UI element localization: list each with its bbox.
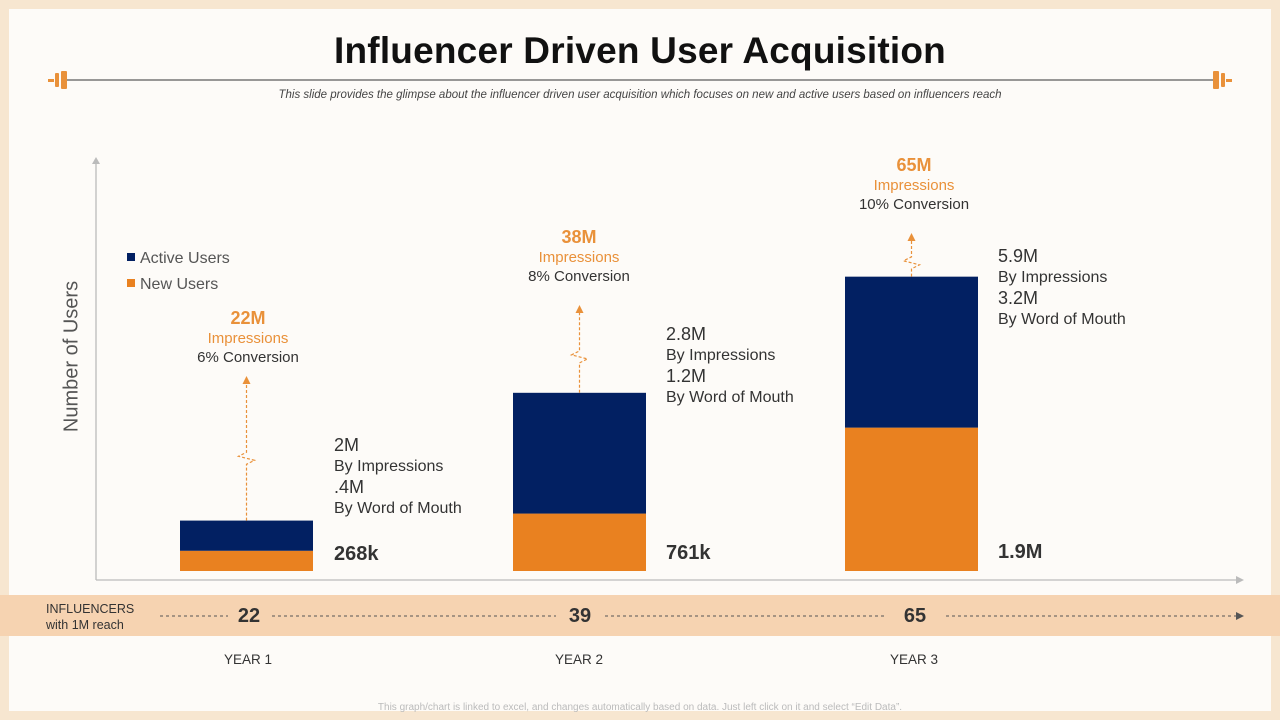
breakdown-year2: 2.8M By Impressions 1.2M By Word of Mout…: [666, 324, 794, 408]
callout-year3: 65M Impressions 10% Conversion: [824, 154, 1004, 214]
callout-conversion: 10% Conversion: [858, 196, 970, 213]
wom-label: By Word of Mouth: [666, 389, 794, 406]
title-divider: [48, 71, 1232, 89]
impressions-label: By Impressions: [666, 347, 776, 364]
new-users-value-year1: 268k: [334, 543, 379, 565]
new-users-value-year2: 761k: [666, 542, 711, 564]
bar-active-users-3: [845, 276, 978, 428]
callout-impressions: Impressions: [538, 249, 620, 266]
growth-arrow-head-2: [575, 305, 584, 313]
breakdown-year3: 5.9M By Impressions 3.2M By Word of Mout…: [998, 246, 1126, 330]
growth-arrow-3: [901, 241, 922, 277]
wom-label: By Word of Mouth: [998, 311, 1126, 328]
bar-active-users-2: [513, 392, 646, 514]
x-tick-label-year3: YEAR 3: [889, 652, 939, 667]
bar-active-users-1: [180, 520, 313, 551]
impressions-value: 2M: [334, 435, 360, 455]
influencers-value-year2: 39: [568, 605, 592, 627]
growth-arrow-1: [236, 384, 257, 521]
influencers-value-year3: 65: [903, 605, 927, 627]
legend-label-active: Active Users: [140, 250, 230, 267]
bar-new-users-1: [180, 550, 313, 571]
bar-new-users-3: [845, 427, 978, 571]
impressions-label: By Impressions: [998, 269, 1108, 286]
wom-value: .4M: [334, 477, 365, 497]
influencers-label: INFLUENCERS with 1M reach: [46, 601, 134, 633]
callout-total: 65M: [896, 155, 932, 175]
influencers-label-line1: INFLUENCERS: [46, 602, 135, 616]
growth-arrow-2: [569, 313, 590, 393]
legend-swatch-new: [127, 278, 135, 287]
callout-impressions: Impressions: [873, 177, 955, 194]
impressions-value: 5.9M: [998, 246, 1039, 266]
legend-active-users: Active Users: [127, 250, 230, 268]
legend-swatch-active: [127, 252, 135, 261]
page-title: Influencer Driven User Acquisition: [334, 30, 946, 71]
callout-impressions: Impressions: [207, 330, 289, 347]
callout-year1: 22M Impressions 6% Conversion: [158, 307, 338, 367]
influencers-value-year1: 22: [237, 605, 261, 627]
legend-new-users: New Users: [127, 276, 218, 294]
wom-value: 1.2M: [666, 366, 707, 386]
callout-total: 22M: [230, 308, 266, 328]
wom-value: 3.2M: [998, 288, 1039, 308]
influencers-label-line2: with 1M reach: [46, 618, 124, 632]
breakdown-year1: 2M By Impressions .4M By Word of Mouth: [334, 435, 462, 519]
x-tick-label-year2: YEAR 2: [554, 652, 604, 667]
bar-new-users-2: [513, 513, 646, 571]
impressions-value: 2.8M: [666, 324, 707, 344]
legend-label-new: New Users: [140, 276, 219, 293]
callout-conversion: 6% Conversion: [197, 349, 299, 366]
new-users-value-year3: 1.9M: [998, 541, 1043, 563]
footer-note: This graph/chart is linked to excel, and…: [377, 702, 903, 713]
growth-arrow-head-3: [907, 233, 916, 241]
x-tick-label-year1: YEAR 1: [223, 652, 273, 667]
impressions-label: By Impressions: [334, 458, 444, 475]
subtitle: This slide provides the glimpse about th…: [278, 89, 1002, 101]
callout-total: 38M: [561, 227, 597, 247]
callout-conversion: 8% Conversion: [528, 268, 630, 285]
growth-arrow-head-1: [242, 376, 251, 384]
callout-year2: 38M Impressions 8% Conversion: [489, 226, 669, 286]
wom-label: By Word of Mouth: [334, 500, 462, 517]
